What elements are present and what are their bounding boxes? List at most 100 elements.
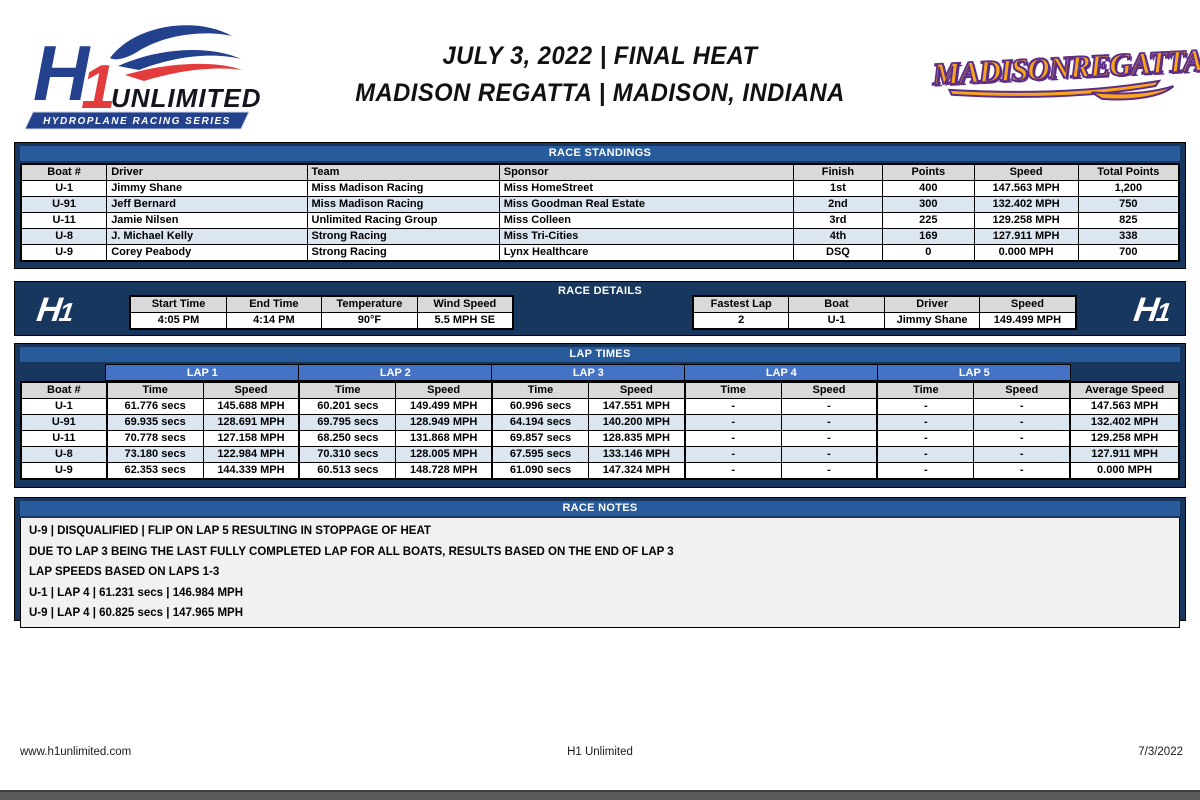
laptimes-boat-cell: U-9: [20, 462, 108, 480]
lap-time-cell: 60.201 secs: [298, 398, 397, 415]
standings-cell: U-8: [20, 228, 108, 245]
laptimes-header-row: Boat # Time Speed Time Speed Time Speed Time Spe…: [20, 381, 1180, 399]
laptimes-col-header: Time: [876, 381, 975, 399]
laptimes-col-header: Time: [105, 381, 204, 399]
standings-cell: Jeff Bernard: [106, 196, 308, 213]
details-col-header: End Time: [225, 295, 323, 313]
lap-time-cell: -: [683, 414, 782, 431]
standings-cell: U-11: [20, 212, 108, 229]
h1-logo-one: 1: [81, 53, 115, 122]
details-right-value-row: 2 U-1 Jimmy Shane 149.499 MPH: [692, 312, 1076, 330]
standings-cell: 127.911 MPH: [973, 228, 1079, 245]
details-right-header-row: Fastest Lap Boat Driver Speed: [692, 295, 1076, 313]
lap-speed-cell: 127.158 MPH: [202, 430, 300, 447]
lap-group-spacer: [20, 365, 106, 381]
lap-time-cell: -: [683, 446, 782, 463]
laptimes-col-header: Boat #: [20, 381, 108, 399]
lap-speed-cell: 147.551 MPH: [587, 398, 686, 415]
standings-col-header: Finish: [792, 163, 884, 181]
details-col-header: Driver: [883, 295, 981, 313]
standings-cell: Miss Goodman Real Estate: [498, 196, 794, 213]
standings-cell: 1st: [792, 180, 884, 197]
race-standings-table: Boat # Driver Team Sponsor Finish Points Speed…: [20, 163, 1180, 262]
standings-cell: 132.402 MPH: [973, 196, 1079, 213]
race-notes-section: RACE NOTES U-9 | DISQUALIFIED | FLIP ON …: [14, 497, 1186, 628]
race-standings-section: RACE STANDINGS Boat # Driver Team Sponsor Fi…: [14, 142, 1186, 269]
standings-cell: Miss HomeStreet: [498, 180, 794, 197]
standings-row-U-1: U-1 Jimmy Shane Miss Madison Racing Miss Ho…: [20, 180, 1180, 197]
h1-logo-h: H: [33, 29, 91, 117]
average-speed-cell: 129.258 MPH: [1069, 430, 1180, 447]
lap-speed-cell: 148.728 MPH: [395, 462, 493, 480]
laptimes-col-header: Speed: [587, 381, 686, 399]
lap-time-cell: -: [876, 398, 975, 415]
lap-time-cell: -: [876, 462, 975, 480]
standings-cell: Strong Racing: [306, 244, 500, 262]
lap-time-cell: 69.935 secs: [105, 414, 204, 431]
lap-time-cell: -: [876, 414, 975, 431]
details-value: 4:14 PM: [225, 312, 323, 330]
laptimes-row-U-91: U-91 69.935 secs 128.691 MPH 69.795 secs 128…: [20, 414, 1180, 431]
lap-speed-cell: 147.324 MPH: [587, 462, 686, 480]
details-col-header: Start Time: [129, 295, 227, 313]
lap-speed-cell: -: [973, 446, 1071, 463]
lap-group-header: LAP 2: [298, 364, 493, 381]
race-details-title: RACE DETAILS: [557, 285, 643, 297]
hydroplane-boat-graphic: [110, 25, 242, 81]
race-note-line: U-9 | LAP 4 | 60.825 secs | 147.965 MPH: [29, 607, 244, 619]
standings-col-header: Total Points: [1077, 163, 1180, 181]
lap-speed-cell: -: [780, 446, 878, 463]
details-value: 5.5 MPH SE: [416, 312, 514, 330]
standings-cell: 3rd: [792, 212, 884, 229]
standings-cell: 400: [882, 180, 975, 197]
standings-cell: 4th: [792, 228, 884, 245]
laptimes-boat-cell: U-11: [20, 430, 108, 447]
lap-times-title: LAP TIMES: [20, 347, 1180, 362]
page-title-line1: JULY 3, 2022 | FINAL HEAT: [442, 42, 758, 70]
details-value: 4:05 PM: [129, 312, 227, 330]
standings-cell: 169: [882, 228, 975, 245]
average-speed-cell: 147.563 MPH: [1069, 398, 1180, 415]
lap-time-cell: 70.310 secs: [298, 446, 397, 463]
standings-col-header: Boat #: [20, 163, 108, 181]
laptimes-row-U-11: U-11 70.778 secs 127.158 MPH 68.250 secs 131…: [20, 430, 1180, 447]
lap-speed-cell: 133.146 MPH: [587, 446, 686, 463]
standings-header-row: Boat # Driver Team Sponsor Finish Points Speed…: [20, 163, 1180, 181]
lap-speed-cell: -: [780, 398, 878, 415]
lap-speed-cell: -: [973, 430, 1071, 447]
h1-logo-banner: [25, 111, 250, 130]
average-speed-cell: 127.911 MPH: [1069, 446, 1180, 463]
madison-logo-swoosh: [947, 79, 1174, 101]
standings-cell: 0: [882, 244, 975, 262]
details-left-header-row: Start Time End Time Temperature Wind Speed: [129, 295, 514, 313]
h1-unlimited-logo: H 1 UNLIMITED HYDROPLANE RACING SERIES: [25, 25, 260, 130]
lap-group-header: LAP 3: [491, 364, 686, 381]
details-left-value-row: 4:05 PM 4:14 PM 90°F 5.5 MPH SE: [129, 312, 514, 330]
lap-speed-cell: 128.949 MPH: [395, 414, 493, 431]
standings-row-U-91: U-91 Jeff Bernard Miss Madison Racing Miss …: [20, 196, 1180, 213]
lap-group-header: LAP 5: [877, 364, 1072, 381]
laptimes-row-U-8: U-8 73.180 secs 122.984 MPH 70.310 secs 128.…: [20, 446, 1180, 463]
footer-date: 7/3/2022: [1138, 746, 1183, 758]
standings-cell: 147.563 MPH: [973, 180, 1079, 197]
lap-group-header: LAP 1: [105, 364, 300, 381]
details-col-header: Speed: [979, 295, 1076, 313]
laptimes-col-header: Speed: [973, 381, 1071, 399]
lap-group-header: LAP 4: [684, 364, 879, 381]
standings-cell: Miss Madison Racing: [306, 180, 500, 197]
race-note-line: U-9 | DISQUALIFIED | FLIP ON LAP 5 RESUL…: [29, 525, 431, 537]
h1-mark-one: 1: [57, 297, 74, 327]
standings-cell: Corey Peabody: [106, 244, 308, 262]
fastest-lap-table: Fastest Lap Boat Driver Speed 2 U-1 Jimmy Sha…: [692, 295, 1077, 330]
average-speed-cell: 132.402 MPH: [1069, 414, 1180, 431]
standings-col-header: Sponsor: [498, 163, 794, 181]
lap-time-cell: -: [683, 430, 782, 447]
lap-speed-cell: 145.688 MPH: [202, 398, 300, 415]
details-value: Jimmy Shane: [883, 312, 981, 330]
race-notes-body: U-9 | DISQUALIFIED | FLIP ON LAP 5 RESUL…: [20, 518, 1180, 628]
lap-time-cell: 60.996 secs: [491, 398, 589, 415]
lap-speed-cell: -: [780, 430, 878, 447]
lap-time-cell: -: [876, 446, 975, 463]
standings-cell: Strong Racing: [306, 228, 500, 245]
standings-cell: 700: [1077, 244, 1180, 262]
